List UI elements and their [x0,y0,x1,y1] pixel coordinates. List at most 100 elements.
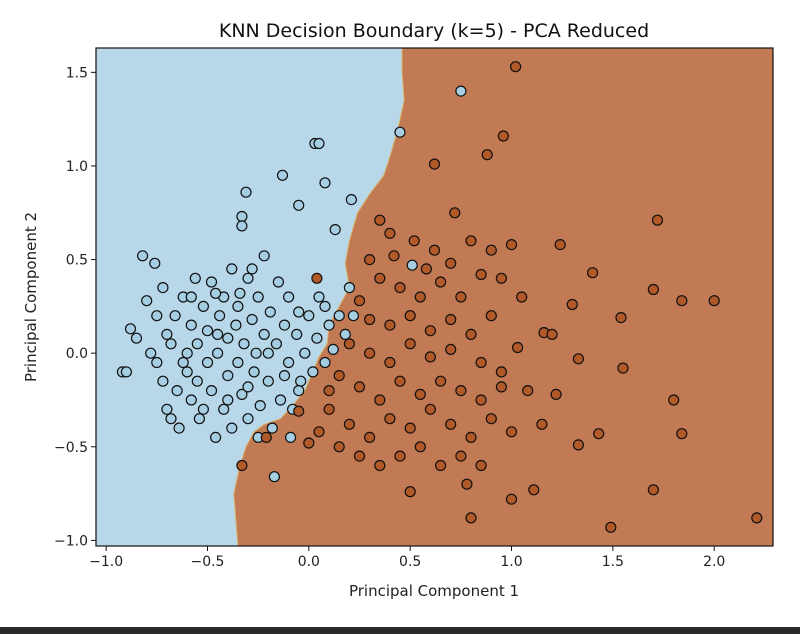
data-point-class-1 [414,291,426,303]
data-point-class-1 [333,441,345,453]
data-point-class-0 [278,370,291,382]
data-point-class-0 [236,210,248,223]
data-point-class-0 [254,400,266,412]
data-point-class-0 [173,422,185,434]
data-point-class-1 [586,267,599,279]
data-point-class-0 [185,394,197,406]
data-point-class-1 [509,61,522,73]
data-point-class-0 [276,169,289,181]
data-point-class-0 [177,356,189,369]
data-point-class-1 [374,394,386,406]
data-point-class-0 [226,263,238,275]
data-point-class-1 [615,312,627,324]
y-tick-label: −0.5 [54,440,88,456]
data-point-class-1 [475,394,487,406]
data-point-class-1 [676,428,688,440]
data-point-class-0 [339,328,351,340]
data-point-class-0 [333,310,345,322]
data-point-class-0 [222,370,234,382]
data-point-class-1 [428,158,441,170]
data-point-class-0 [268,471,280,483]
data-point-class-0 [151,356,163,369]
data-point-class-1 [445,257,457,269]
data-point-class-0 [248,366,260,378]
data-point-class-0 [329,224,341,236]
data-point-class-1 [364,347,376,359]
data-point-class-1 [404,486,416,498]
data-point-class-0 [214,310,226,322]
data-point-class-1 [303,437,315,449]
data-point-class-0 [262,375,274,387]
data-point-class-1 [374,272,386,284]
data-point-class-0 [165,413,177,425]
data-point-class-1 [353,381,366,393]
y-axis-ticks: −1.0 −0.5 0.0 0.5 1.0 1.5 [54,65,96,549]
data-point-class-1 [647,484,660,496]
data-point-class-1 [435,375,447,387]
data-point-class-1 [455,450,467,462]
data-point-class-0 [283,291,295,303]
data-point-class-0 [240,186,252,198]
data-point-class-0 [295,375,307,387]
data-point-class-0 [151,310,163,322]
data-point-class-0 [250,347,262,359]
data-point-class-0 [283,356,295,369]
data-point-class-1 [445,313,457,326]
data-point-class-0 [327,343,339,355]
data-point-class-1 [424,351,436,363]
data-point-class-0 [238,338,250,350]
data-point-class-0 [319,300,331,312]
data-point-class-1 [323,385,335,397]
data-point-class-0 [293,385,305,397]
data-point-class-1 [364,254,376,266]
axes-frame [95,47,774,547]
data-point-class-1 [572,439,585,451]
data-point-class-0 [181,347,193,359]
x-tick-label: −0.5 [190,554,224,570]
data-point-class-1 [414,441,426,453]
data-point-class-1 [481,149,493,161]
data-point-class-0 [191,338,203,350]
data-point-class-0 [242,381,254,393]
data-point-class-0 [169,310,181,322]
data-point-class-0 [226,422,238,434]
data-point-class-0 [234,287,246,299]
data-point-class-1 [313,426,325,438]
data-point-class-0 [232,356,244,369]
data-point-class-1 [495,381,507,393]
data-point-class-0 [197,403,209,415]
data-point-class-0 [157,375,169,387]
data-point-class-0 [258,250,270,262]
data-point-class-1 [465,431,477,443]
data-point-class-1 [505,493,518,505]
data-point-class-0 [218,403,230,415]
data-point-class-1 [651,214,664,226]
data-point-class-1 [485,310,497,322]
data-point-class-1 [485,244,497,256]
x-tick-label: 1.0 [500,554,522,570]
data-point-class-1 [505,239,518,251]
data-point-class-1 [445,418,457,430]
data-point-class-1 [572,353,585,365]
data-point-class-1 [566,298,578,311]
data-point-class-1 [311,272,323,284]
data-point-class-0 [145,347,157,359]
data-point-class-0 [406,259,418,271]
data-point-class-0 [205,385,218,397]
data-point-class-1 [343,418,355,430]
data-point-class-0 [120,366,133,378]
data-point-class-1 [522,385,534,397]
data-point-class-0 [185,291,197,303]
data-point-class-0 [258,328,270,340]
data-point-class-0 [291,328,303,340]
x-axis-label: Principal Component 1 [349,582,519,600]
data-point-class-1 [408,235,420,247]
data-point-class-0 [242,413,254,425]
data-point-class-0 [262,347,274,359]
data-point-class-1 [516,291,528,303]
data-point-class-0 [303,310,315,322]
y-tick-label: 0.0 [66,346,88,362]
data-point-class-1 [435,276,447,288]
data-point-class-1 [388,250,400,262]
